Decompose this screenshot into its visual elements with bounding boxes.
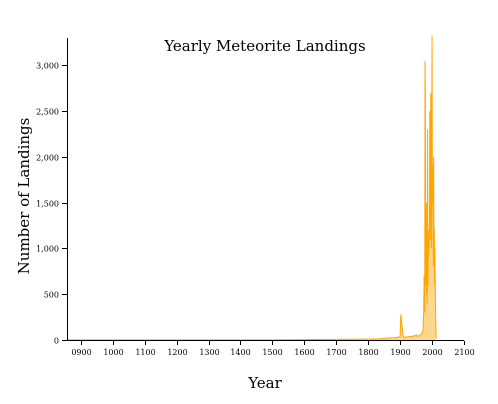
x-tick-label: 1500 (262, 348, 282, 357)
y-tick-label: 2,500 (36, 108, 59, 117)
landings-area (68, 36, 437, 341)
x-tick-label: 2000 (422, 348, 442, 357)
x-axis: 0900 1000 1100 1200 1300 1400 1500 1600 1700 1800… (68, 340, 475, 357)
x-tick-label: 1600 (294, 348, 314, 357)
y-tick-label: 0 (54, 337, 59, 346)
x-tick-label: 1000 (103, 348, 123, 357)
x-tick-label: 1400 (230, 348, 250, 357)
y-tick-label: 1,000 (36, 245, 59, 254)
y-tick-label: 3,000 (36, 62, 59, 71)
y-tick-label: 1,500 (36, 200, 59, 209)
x-tick-label: 1200 (167, 348, 187, 357)
chart-title: Yearly Meteorite Landings (163, 37, 365, 55)
x-tick-label: 1700 (326, 348, 346, 357)
landings-line (68, 36, 437, 341)
y-tick-label: 500 (44, 291, 59, 300)
x-tick-label: 1900 (390, 348, 410, 357)
x-tick-label: 1300 (199, 348, 219, 357)
x-tick-label: 1100 (135, 348, 155, 357)
y-axis: 0 500 1,000 1,500 2,000 2,500 3,000 (36, 38, 68, 346)
x-tick-label: 0900 (71, 348, 91, 357)
x-axis-title: Year (247, 374, 282, 392)
y-axis-title: Number of Landings (15, 118, 33, 275)
x-tick-label: 1800 (358, 348, 378, 357)
x-tick-label: 2100 (454, 348, 474, 357)
plot-area (68, 36, 437, 341)
y-tick-label: 2,000 (36, 154, 59, 163)
